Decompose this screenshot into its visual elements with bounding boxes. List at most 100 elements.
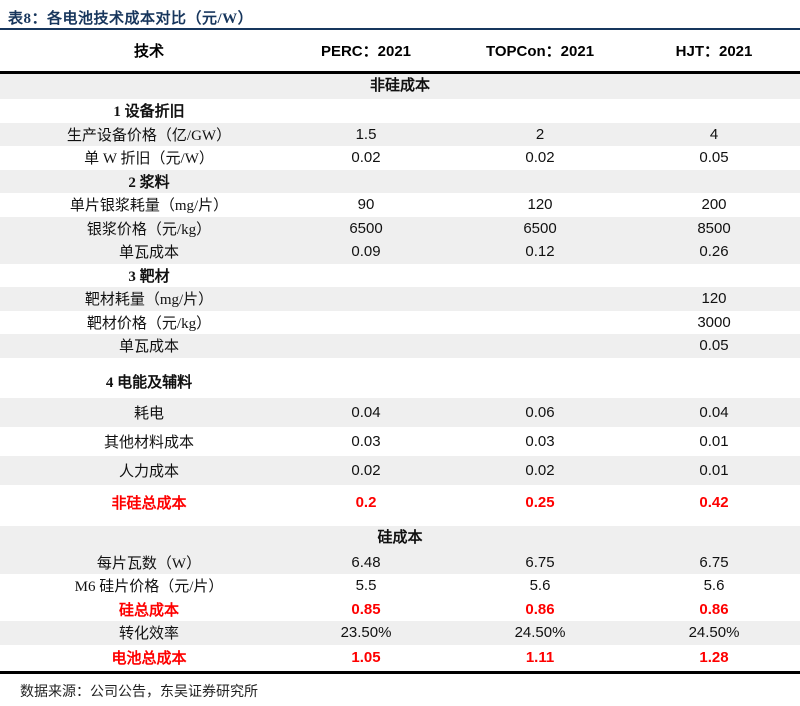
cell-topcon: 0.86 bbox=[525, 600, 555, 618]
cell-hjt: 0.05 bbox=[699, 149, 729, 167]
row-label: 3 靶材 bbox=[128, 268, 170, 285]
row-label: 单 W 折旧（元/W） bbox=[84, 151, 214, 168]
cell-topcon: 0.02 bbox=[525, 149, 555, 167]
cell-hjt: 24.50% bbox=[688, 624, 740, 642]
total-row: 非硅总成本 0.2 0.25 0.42 bbox=[0, 484, 800, 520]
cell-hjt: 4 bbox=[709, 125, 719, 143]
cell-perc: 0.09 bbox=[351, 243, 381, 261]
cell-hjt: 0.26 bbox=[699, 243, 729, 261]
column-header-perc: PERC：2021 bbox=[320, 43, 412, 60]
cell-topcon: 2 bbox=[535, 125, 545, 143]
section-row: 硅成本 bbox=[0, 525, 800, 551]
row-label: 耗电 bbox=[133, 405, 164, 422]
cell-hjt: 0.05 bbox=[699, 337, 729, 355]
data-row: 靶材耗量（mg/片） 120 bbox=[0, 287, 800, 311]
data-row: 银浆价格（元/kg） 6500 6500 8500 bbox=[0, 216, 800, 240]
data-row: 转化效率 23.50% 24.50% 24.50% bbox=[0, 621, 800, 645]
data-row: M6 硅片价格（元/片） 5.5 5.6 5.6 bbox=[0, 574, 800, 598]
cell-topcon: 24.50% bbox=[514, 624, 566, 642]
cell-hjt: 3000 bbox=[697, 313, 731, 331]
data-row: 靶材价格（元/kg） 3000 bbox=[0, 310, 800, 334]
row-label: 电池总成本 bbox=[111, 651, 187, 667]
row-label: 转化效率 bbox=[118, 626, 179, 643]
total-row: 电池总成本 1.05 1.11 1.28 bbox=[0, 644, 800, 671]
footer-rule bbox=[0, 670, 800, 674]
data-row: 每片瓦数（W） 6.48 6.75 6.75 bbox=[0, 550, 800, 574]
cell-perc: 90 bbox=[357, 196, 375, 214]
data-row: 单瓦成本 0.09 0.12 0.26 bbox=[0, 240, 800, 264]
source-note: 数据来源：公司公告，东吴证券研究所 bbox=[20, 684, 258, 700]
row-label: 单瓦成本 bbox=[118, 245, 179, 262]
section-row: 非硅成本 bbox=[0, 74, 800, 99]
column-header-row: 技术 PERC：2021 TOPCon：2021 HJT：2021 bbox=[0, 30, 800, 74]
row-label: 单瓦成本 bbox=[118, 339, 179, 356]
cell-perc: 1.05 bbox=[351, 649, 381, 666]
cell-hjt: 200 bbox=[701, 196, 727, 214]
cell-topcon: 0.03 bbox=[525, 432, 555, 450]
cell-hjt: 5.6 bbox=[703, 577, 725, 595]
cell-topcon: 0.02 bbox=[525, 461, 555, 479]
column-header-tech: 技术 bbox=[133, 44, 164, 60]
cell-topcon: 0.12 bbox=[525, 243, 555, 261]
cell-hjt: 0.04 bbox=[699, 403, 729, 421]
row-label: 银浆价格（元/kg） bbox=[86, 221, 212, 238]
cell-topcon: 1.11 bbox=[525, 649, 555, 666]
cell-hjt: 0.86 bbox=[699, 600, 729, 618]
subsection-row: 3 靶材 bbox=[0, 263, 800, 287]
row-label: 其他材料成本 bbox=[103, 434, 194, 451]
row-label: 靶材耗量（mg/片） bbox=[84, 292, 214, 309]
row-label: 每片瓦数（W） bbox=[96, 555, 202, 572]
cell-perc: 0.02 bbox=[351, 149, 381, 167]
row-label: 人力成本 bbox=[118, 463, 179, 480]
row-label: 2 浆料 bbox=[128, 174, 170, 191]
cell-perc: 0.04 bbox=[351, 403, 381, 421]
total-row: 硅总成本 0.85 0.86 0.86 bbox=[0, 597, 800, 621]
cell-perc: 6500 bbox=[349, 219, 383, 237]
table-caption-block: 表8：各电池技术成本对比（元/W） bbox=[0, 0, 800, 30]
cell-perc: 0.02 bbox=[351, 461, 381, 479]
cell-topcon: 0.25 bbox=[525, 493, 555, 511]
data-row: 单瓦成本 0.05 bbox=[0, 334, 800, 358]
row-label: 1 设备折旧 bbox=[113, 104, 185, 121]
data-row: 其他材料成本 0.03 0.03 0.01 bbox=[0, 426, 800, 456]
column-header-topcon: TOPCon：2021 bbox=[485, 43, 595, 60]
row-label: 非硅总成本 bbox=[111, 495, 187, 512]
data-row: 耗电 0.04 0.06 0.04 bbox=[0, 397, 800, 427]
row-label: 靶材价格（元/kg） bbox=[86, 315, 212, 332]
cell-perc: 0.2 bbox=[355, 493, 377, 511]
cell-hjt: 0.01 bbox=[699, 461, 729, 479]
section-spacer bbox=[0, 519, 800, 526]
data-row: 单片银浆耗量（mg/片） 90 120 200 bbox=[0, 193, 800, 217]
row-label: 硅总成本 bbox=[118, 602, 179, 619]
cell-perc: 6.48 bbox=[351, 553, 381, 571]
cell-topcon: 120 bbox=[527, 196, 553, 214]
cell-perc: 1.5 bbox=[355, 125, 377, 143]
row-label: 生产设备价格（亿/GW） bbox=[66, 127, 232, 144]
cell-hjt: 1.28 bbox=[699, 649, 729, 666]
row-label: M6 硅片价格（元/片） bbox=[74, 579, 224, 596]
cell-hjt: 0.42 bbox=[699, 493, 729, 511]
page-title: 表8：各电池技术成本对比（元/W） bbox=[8, 11, 254, 27]
subsection-row: 1 设备折旧 bbox=[0, 99, 800, 123]
footer: 数据来源：公司公告，东吴证券研究所 bbox=[0, 674, 800, 706]
cell-perc: 23.50% bbox=[340, 624, 392, 642]
cell-perc: 0.85 bbox=[351, 600, 381, 618]
cell-topcon: 6.75 bbox=[525, 553, 555, 571]
cell-hjt: 120 bbox=[701, 290, 727, 308]
subsection-row: 2 浆料 bbox=[0, 169, 800, 193]
cell-topcon: 5.6 bbox=[529, 577, 551, 595]
cost-table: 非硅成本 1 设备折旧生产设备价格（亿/GW） 1.5 2 4 单 W 折旧（元/W） 0.… bbox=[0, 74, 800, 671]
cell-hjt: 8500 bbox=[697, 219, 731, 237]
row-label: 4 电能及辅料 bbox=[105, 374, 193, 391]
data-row: 生产设备价格（亿/GW） 1.5 2 4 bbox=[0, 122, 800, 146]
cell-topcon: 6500 bbox=[523, 219, 557, 237]
cell-perc: 5.5 bbox=[355, 577, 377, 595]
cell-perc: 0.03 bbox=[351, 432, 381, 450]
cell-hjt: 0.01 bbox=[699, 432, 729, 450]
data-row: 人力成本 0.02 0.02 0.01 bbox=[0, 455, 800, 485]
cell-topcon: 0.06 bbox=[525, 403, 555, 421]
subsection-row: 4 电能及辅料 bbox=[0, 357, 800, 398]
cell-hjt: 6.75 bbox=[699, 553, 729, 571]
data-row: 单 W 折旧（元/W） 0.02 0.02 0.05 bbox=[0, 146, 800, 170]
